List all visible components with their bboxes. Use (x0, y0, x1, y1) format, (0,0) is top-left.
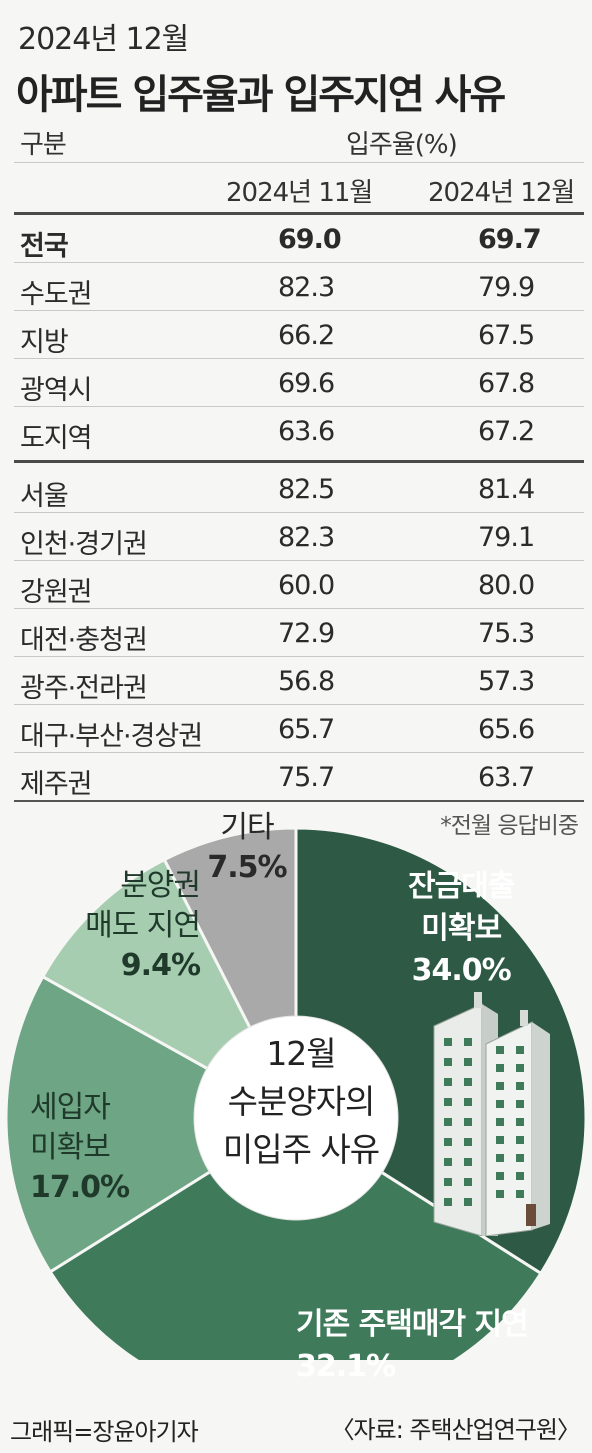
row-value-dec: 75.3 (478, 618, 535, 649)
pie-slice (48, 1116, 543, 1360)
row-label: 수도권 (20, 279, 93, 310)
row-value-dec: 67.2 (478, 416, 535, 447)
row-label: 강원권 (20, 577, 93, 608)
apartment-building-illustration (433, 992, 550, 1236)
col-header-category: 구분 (20, 130, 67, 160)
table-row: 인천·경기권 82.3 79.1 (0, 514, 592, 560)
row-divider (14, 512, 584, 513)
pie-center-label: 12월 수분양자의 미입주 사유 (196, 1030, 406, 1174)
table-row: 지방 66.2 67.5 (0, 312, 592, 358)
data-source: 〈자료: 주택산업연구원〉 (330, 1416, 581, 1444)
row-value-nov: 69.0 (278, 224, 342, 255)
row-label: 서울 (20, 481, 69, 512)
table-row: 도지역 63.6 67.2 (0, 408, 592, 454)
table-row: 강원권 60.0 80.0 (0, 562, 592, 608)
row-value-dec: 57.3 (478, 666, 535, 697)
row-value-nov: 82.3 (278, 522, 335, 553)
row-value-dec: 79.9 (478, 272, 535, 303)
row-label: 대구·부산·경상권 (20, 721, 203, 752)
chart-subtitle: 2024년 12월 (18, 22, 189, 57)
label-other-pct: 7.5% (207, 850, 287, 885)
row-label: 대전·충청권 (20, 625, 148, 656)
row-value-dec: 79.1 (478, 522, 535, 553)
label-tenant-name-1: 세입자 (30, 1090, 111, 1125)
table-row: 제주권 75.7 63.7 (0, 754, 592, 800)
table-row: 서울 82.5 81.4 (0, 466, 592, 512)
pie-center-line-1: 12월 (266, 1034, 336, 1073)
row-divider (14, 310, 584, 311)
label-tenant-pct: 17.0% (30, 1170, 130, 1205)
row-value-nov: 63.6 (278, 416, 335, 447)
row-divider (14, 406, 584, 407)
label-sale-name: 기존 주택매각 지연 (296, 1307, 529, 1342)
row-value-nov: 66.2 (278, 320, 335, 351)
row-value-nov: 69.6 (278, 368, 335, 399)
row-label: 광역시 (20, 375, 93, 406)
label-presale: 분양권 매도 지연 9.4% (70, 866, 201, 986)
row-divider (14, 704, 584, 705)
label-presale-pct: 9.4% (120, 948, 201, 983)
row-value-nov: 82.5 (278, 474, 335, 505)
row-value-nov: 82.3 (278, 272, 335, 303)
row-value-nov: 75.7 (278, 762, 335, 793)
table-row: 광주·전라권 56.8 57.3 (0, 658, 592, 704)
label-sale-pct: 32.1% (296, 1349, 396, 1384)
label-presale-name-2: 매도 지연 (85, 908, 201, 943)
pie-center-hole (193, 1015, 399, 1221)
pie-center-line-3: 미입주 사유 (222, 1130, 380, 1169)
table-row: 전국 69.0 69.7 (0, 216, 592, 262)
label-loan-name-1: 잔금대출 (408, 869, 515, 904)
footnote: *전월 응답비중 (440, 813, 579, 839)
row-label: 도지역 (20, 423, 93, 454)
row-divider (14, 752, 584, 753)
row-value-dec: 67.8 (478, 368, 535, 399)
chart-title: 아파트 입주율과 입주지연 사유 (16, 72, 506, 118)
pie-slice (4, 974, 299, 1274)
row-label: 전국 (20, 231, 69, 262)
row-value-nov: 65.7 (278, 714, 335, 745)
label-presale-name-1: 분양권 (120, 868, 201, 903)
pie-center-line-2: 수분양자의 (227, 1082, 376, 1121)
label-tenant: 세입자 미확보 17.0% (30, 1088, 130, 1208)
table-row: 수도권 82.3 79.9 (0, 264, 592, 310)
col-header-group: 입주율(%) (346, 130, 458, 160)
row-label: 지방 (20, 327, 69, 358)
row-value-nov: 60.0 (278, 570, 335, 601)
label-loan-name-2: 미확보 (421, 911, 502, 946)
row-value-dec: 80.0 (478, 570, 535, 601)
row-divider (14, 656, 584, 657)
header-divider (14, 162, 584, 163)
row-value-dec: 63.7 (478, 762, 535, 793)
graphic-credit: 그래픽=장윤아기자 (10, 1418, 199, 1446)
row-divider (14, 608, 584, 609)
table-top-rule (14, 212, 584, 215)
table-bottom-rule (14, 800, 584, 802)
row-value-nov: 56.8 (278, 666, 335, 697)
row-value-dec: 67.5 (478, 320, 535, 351)
table-group-rule (14, 460, 584, 463)
label-other-name: 기타 (220, 810, 274, 845)
row-value-dec: 81.4 (478, 474, 535, 505)
col-header-nov: 2024년 11월 (226, 178, 373, 208)
row-divider (14, 262, 584, 263)
label-loan: 잔금대출 미확보 34.0% (408, 866, 515, 992)
row-label: 인천·경기권 (20, 529, 148, 560)
row-label: 광주·전라권 (20, 673, 148, 704)
row-value-dec: 69.7 (478, 224, 542, 255)
row-label: 제주권 (20, 769, 93, 800)
label-tenant-name-2: 미확보 (30, 1130, 111, 1165)
row-divider (14, 358, 584, 359)
table-row: 대전·충청권 72.9 75.3 (0, 610, 592, 656)
label-sale: 기존 주택매각 지연 32.1% (296, 1304, 529, 1388)
label-loan-pct: 34.0% (411, 953, 512, 988)
row-value-nov: 72.9 (278, 618, 335, 649)
table-row: 대구·부산·경상권 65.7 65.6 (0, 706, 592, 752)
table-row: 광역시 69.6 67.8 (0, 360, 592, 406)
row-value-dec: 65.6 (478, 714, 535, 745)
label-other: 기타 7.5% (202, 808, 292, 888)
col-header-dec: 2024년 12월 (428, 178, 575, 208)
row-divider (14, 560, 584, 561)
